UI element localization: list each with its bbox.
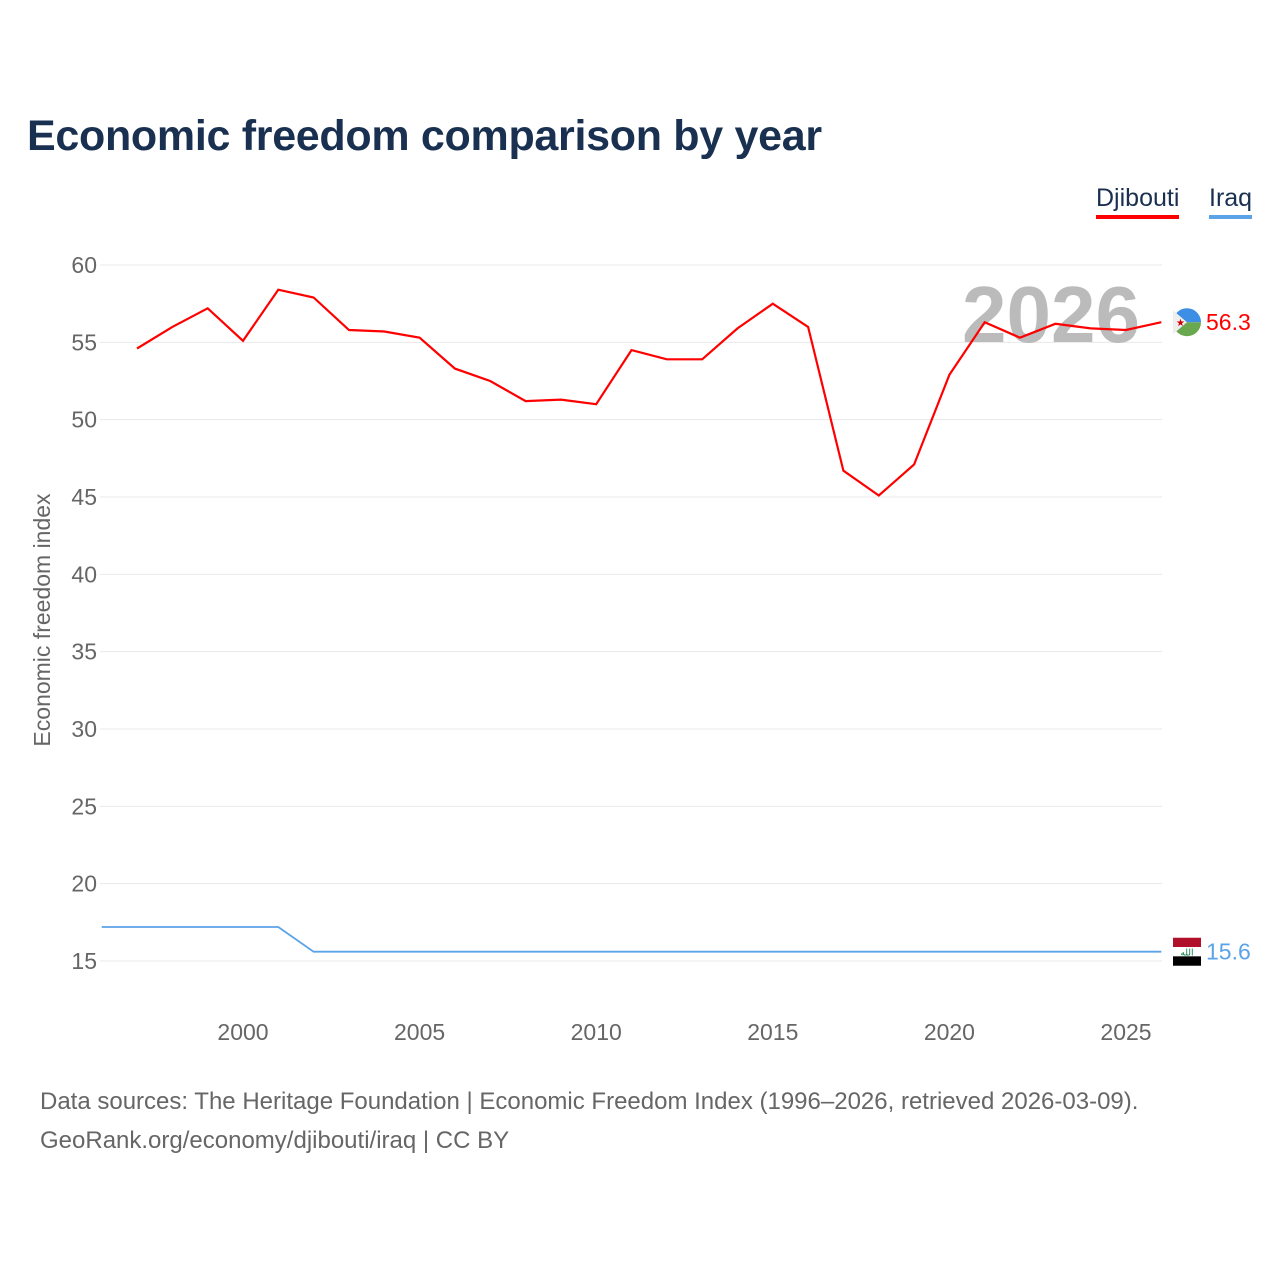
x-tick-label: 2010: [571, 1019, 622, 1045]
y-tick-label: 15: [71, 948, 97, 974]
y-tick-label: 50: [71, 407, 97, 433]
y-tick-label: 35: [71, 639, 97, 665]
legend-djibouti[interactable]: Djibouti: [1096, 184, 1180, 219]
iraq-flag-icon-white: [1173, 947, 1201, 957]
iraq-flag-icon: [1173, 937, 1201, 948]
year-watermark: 2026: [962, 270, 1140, 359]
end-label-djibouti: 56.3: [1206, 309, 1251, 335]
y-tick-label: 20: [71, 871, 97, 897]
x-tick-label: 2020: [924, 1019, 975, 1045]
iraq-flag-icon-black: [1173, 956, 1201, 966]
y-tick-label: 60: [71, 252, 97, 278]
chart-title: Economic freedom comparison by year: [27, 112, 822, 160]
x-tick-label: 2000: [217, 1019, 268, 1045]
y-tick-label: 45: [71, 484, 97, 510]
end-label-iraq: 15.6: [1206, 939, 1251, 965]
djibouti-flag-star: ★: [1176, 318, 1185, 329]
x-tick-label: 2015: [747, 1019, 798, 1045]
x-tick-label: 2025: [1100, 1019, 1151, 1045]
y-tick-label: 25: [71, 793, 97, 819]
djibouti-flag-icon-triangle: [1173, 310, 1187, 335]
x-tick-label: 2005: [394, 1019, 445, 1045]
series-line-iraq: [101, 926, 1162, 953]
iraq-flag-script: الله: [1180, 948, 1193, 958]
footer-sources: Data sources: The Heritage Foundation | …: [40, 1088, 1139, 1115]
series-line-djibouti: [136, 288, 1162, 497]
y-tick-label: 40: [71, 561, 97, 587]
y-tick-label: 30: [71, 716, 97, 742]
y-axis-label: Economic freedom index: [29, 493, 55, 747]
y-tick-label: 55: [71, 329, 97, 355]
legend-iraq[interactable]: Iraq: [1209, 184, 1253, 219]
footer-credit: GeoRank.org/economy/djibouti/iraq | CC B…: [40, 1127, 510, 1154]
